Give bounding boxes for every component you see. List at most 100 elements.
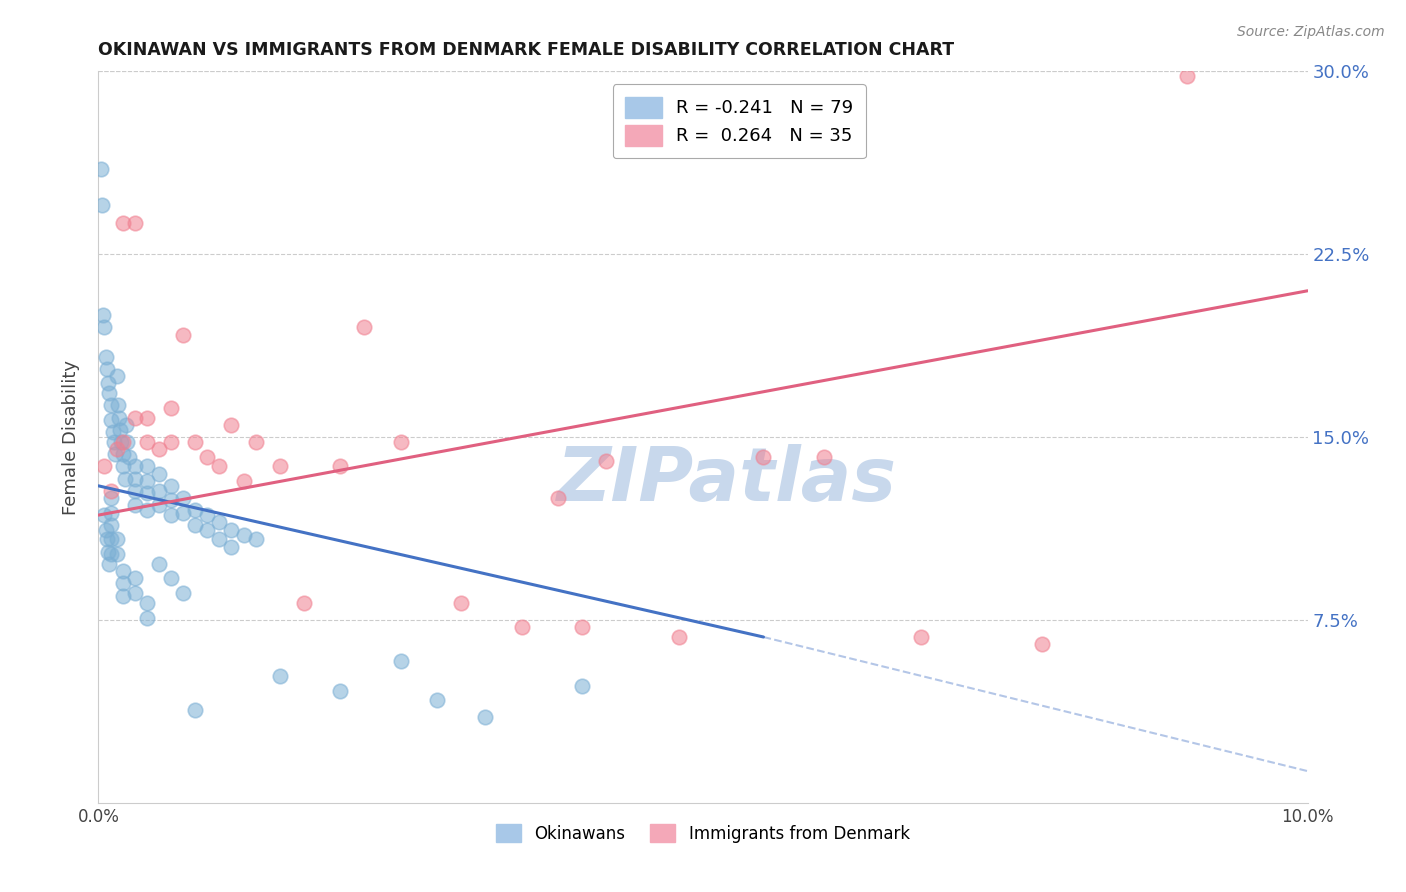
Point	[752, 450, 775, 464]
Point	[668, 630, 690, 644]
Point	[148, 467, 170, 481]
Point	[269, 459, 291, 474]
Point	[148, 499, 170, 513]
Point	[101, 425, 124, 440]
Point	[208, 533, 231, 547]
Point	[117, 434, 139, 449]
Point	[221, 417, 243, 432]
Point	[148, 557, 170, 571]
Point	[172, 586, 194, 600]
Point	[595, 454, 617, 468]
Point	[172, 491, 194, 505]
Point	[110, 434, 132, 449]
Point	[135, 596, 157, 610]
Point	[124, 572, 146, 586]
Point	[148, 442, 170, 457]
Point	[124, 215, 146, 229]
Text: ZIPatlas: ZIPatlas	[557, 444, 897, 517]
Point	[105, 547, 128, 561]
Point	[389, 654, 412, 668]
Point	[184, 517, 207, 532]
Point	[547, 491, 569, 505]
Point	[135, 486, 157, 500]
Text: OKINAWAN VS IMMIGRANTS FROM DENMARK FEMALE DISABILITY CORRELATION CHART: OKINAWAN VS IMMIGRANTS FROM DENMARK FEMA…	[98, 41, 955, 59]
Point	[105, 533, 128, 547]
Point	[100, 483, 122, 498]
Point	[1175, 69, 1198, 83]
Point	[93, 459, 115, 474]
Point	[1031, 637, 1053, 651]
Point	[426, 693, 449, 707]
Point	[450, 596, 472, 610]
Point	[135, 410, 157, 425]
Point	[98, 386, 121, 401]
Point	[97, 376, 120, 391]
Point	[245, 533, 267, 547]
Point	[96, 533, 118, 547]
Point	[124, 410, 146, 425]
Point	[104, 447, 127, 461]
Point	[111, 447, 134, 461]
Text: Source: ZipAtlas.com: Source: ZipAtlas.com	[1237, 25, 1385, 39]
Point	[160, 434, 183, 449]
Point	[184, 434, 207, 449]
Point	[111, 459, 134, 474]
Point	[195, 523, 218, 537]
Point	[94, 350, 117, 364]
Point	[329, 683, 352, 698]
Point	[100, 547, 122, 561]
Point	[111, 576, 134, 591]
Point	[135, 503, 157, 517]
Point	[135, 459, 157, 474]
Point	[571, 620, 593, 634]
Point	[160, 401, 183, 415]
Point	[813, 450, 835, 464]
Point	[221, 540, 243, 554]
Point	[94, 523, 117, 537]
Point	[148, 483, 170, 498]
Point	[910, 630, 932, 644]
Point	[100, 506, 122, 520]
Point	[184, 703, 207, 717]
Point	[111, 564, 134, 578]
Point	[108, 423, 131, 437]
Point	[184, 503, 207, 517]
Point	[353, 320, 375, 334]
Point	[172, 327, 194, 342]
Point	[100, 413, 122, 427]
Point	[111, 589, 134, 603]
Point	[208, 459, 231, 474]
Point	[96, 361, 118, 376]
Point	[98, 557, 121, 571]
Point	[135, 610, 157, 624]
Point	[90, 161, 112, 176]
Point	[111, 215, 134, 229]
Point	[91, 308, 114, 322]
Point	[93, 320, 115, 334]
Point	[124, 483, 146, 498]
Point	[118, 450, 141, 464]
Point	[108, 410, 131, 425]
Point	[105, 442, 128, 457]
Point	[124, 499, 146, 513]
Point	[124, 459, 146, 474]
Point	[389, 434, 412, 449]
Point	[111, 434, 134, 449]
Point	[114, 471, 136, 485]
Point	[93, 508, 115, 522]
Point	[510, 620, 533, 634]
Point	[160, 479, 183, 493]
Point	[172, 506, 194, 520]
Point	[100, 398, 122, 412]
Point	[135, 474, 157, 488]
Point	[208, 516, 231, 530]
Point	[103, 434, 125, 449]
Point	[100, 491, 122, 505]
Point	[107, 398, 129, 412]
Point	[160, 493, 183, 508]
Point	[100, 517, 122, 532]
Point	[474, 710, 496, 724]
Point	[124, 471, 146, 485]
Point	[195, 508, 218, 522]
Point	[329, 459, 352, 474]
